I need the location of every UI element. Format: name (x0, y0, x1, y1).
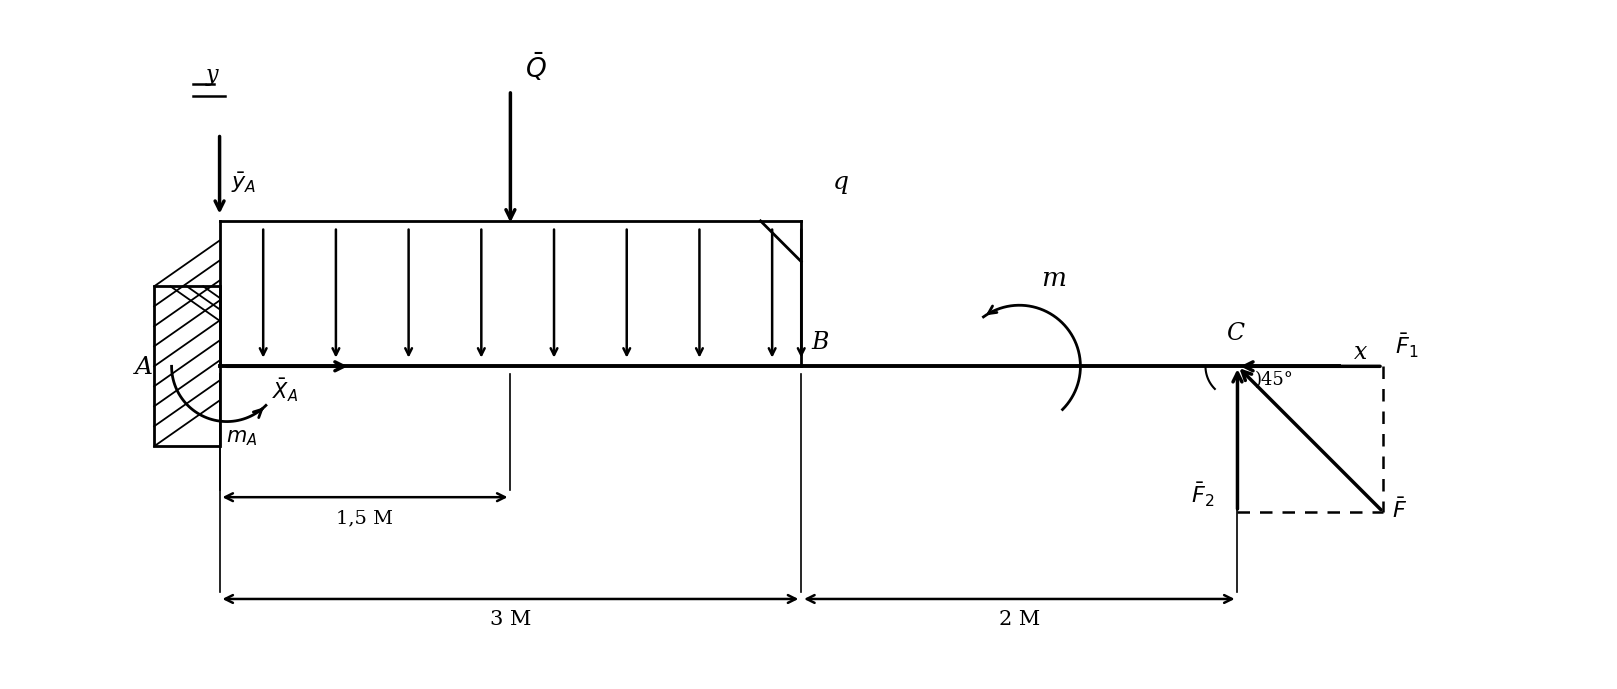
Text: 1,5 М: 1,5 М (336, 509, 393, 527)
Text: $\bar{Q}$: $\bar{Q}$ (526, 50, 547, 83)
Text: $\bar{F}_2$: $\bar{F}_2$ (1192, 481, 1214, 508)
Text: $\bar{F}$: $\bar{F}$ (1392, 498, 1407, 522)
Text: 2 М: 2 М (999, 610, 1040, 629)
Bar (154, 287, 220, 446)
Text: $\bar{F}_1$: $\bar{F}_1$ (1394, 332, 1418, 360)
Text: q: q (833, 171, 849, 194)
Text: $m_A$: $m_A$ (226, 428, 257, 448)
Text: C: C (1226, 322, 1243, 345)
Text: m: m (1041, 267, 1066, 291)
Text: $\bar{X}_A$: $\bar{X}_A$ (272, 376, 298, 404)
Text: )45°: )45° (1255, 371, 1294, 389)
Text: B: B (812, 331, 830, 354)
Text: y: y (205, 64, 218, 86)
Text: A: A (136, 356, 154, 378)
Text: $\bar{y}_A$: $\bar{y}_A$ (231, 170, 257, 195)
Text: x: x (1353, 341, 1368, 364)
Text: 3 М: 3 М (490, 610, 530, 629)
